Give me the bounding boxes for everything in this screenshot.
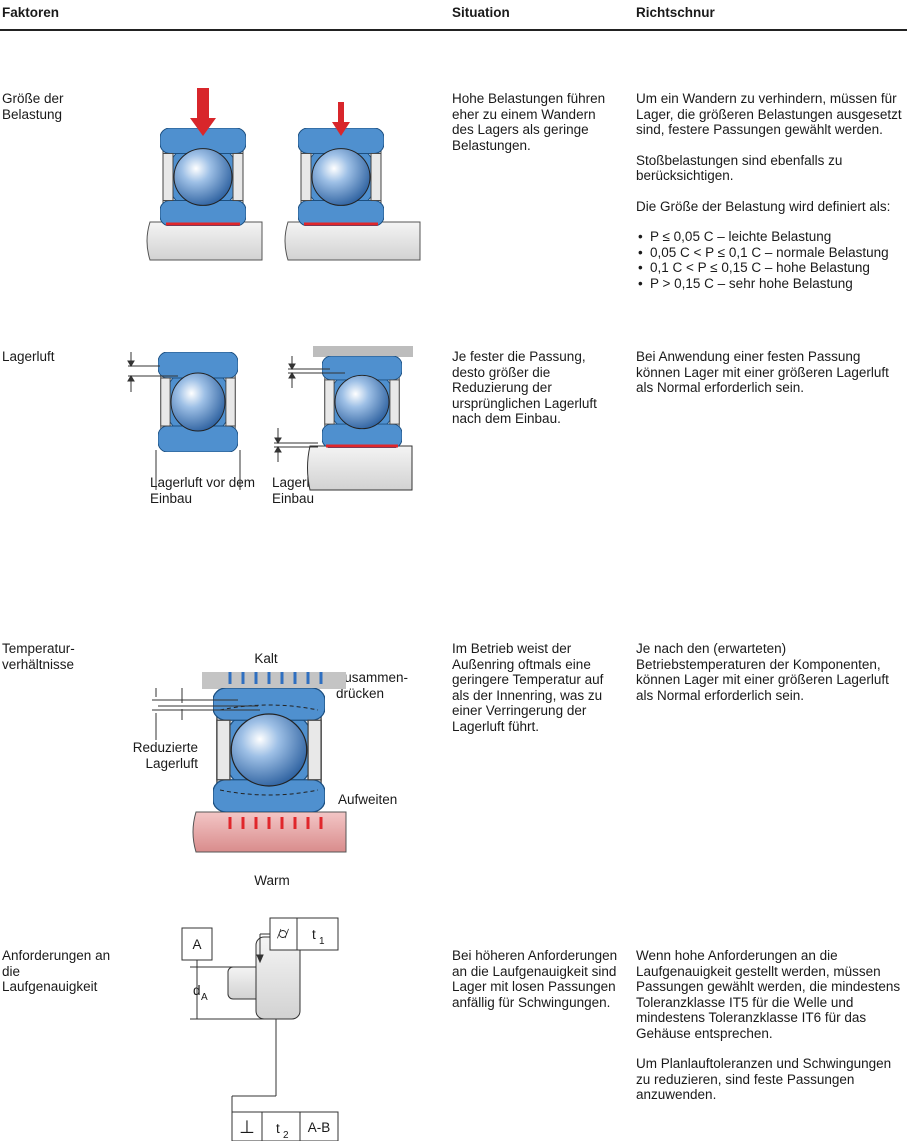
list-item: 0,1 C < P ≤ 0,15 C – hohe Belastung [638, 260, 907, 276]
label-warm: Warm [254, 873, 290, 888]
label-runout: t [312, 927, 316, 942]
guideline: Je nach den (erwarteten) Betriebstempera… [636, 641, 898, 718]
label-datum: A [192, 937, 201, 952]
guideline: Um ein Wandern zu verhindern, müssen für… [636, 91, 907, 291]
label-diameter: d [193, 983, 201, 998]
load-list: P ≤ 0,05 C – leichte Belastung 0,05 C < … [636, 229, 907, 291]
temperature-figure: Kalt Aufweiten Warm [152, 651, 397, 888]
guideline: Bei Anwendung einer festen Passung könne… [636, 349, 907, 411]
guideline: Wenn hohe Anforderungen an die Laufgenau… [636, 948, 907, 1118]
label-reduced: Reduzierte Lagerluft [132, 740, 198, 771]
label-cold: Kalt [254, 651, 278, 666]
header-guideline: Richtschnur [636, 5, 715, 20]
paragraph: Wenn hohe Anforderungen an die Laufgenau… [636, 948, 901, 1041]
header-rule [0, 29, 907, 31]
list-item: P > 0,15 C – sehr hohe Belastung [638, 276, 907, 292]
header-situation: Situation [452, 5, 510, 20]
runout-figure: A d A ⌭ t 1 ⊥ t 2 A-B [181, 917, 339, 1141]
factor: Größe der Belastung [2, 91, 64, 122]
list-item: 0,05 C < P ≤ 0,1 C – normale Belastung [638, 245, 907, 261]
header-factors: Faktoren [2, 5, 60, 20]
list-item: P ≤ 0,05 C – leichte Belastung [638, 229, 907, 245]
situation: Je fester die Passung, desto größer die … [452, 349, 597, 426]
situation: Bei höheren Anforderungen an die Laufgen… [452, 948, 618, 1010]
label-perp-sub: 2 [283, 1130, 289, 1141]
paragraph: Um ein Wandern zu verhindern, müssen für… [636, 91, 902, 137]
situation: Im Betrieb weist der Außenring oftmals e… [452, 641, 604, 734]
factor: Temperatur-verhältnisse [2, 641, 75, 672]
paragraph: Je nach den (erwarteten) Betriebstempera… [636, 641, 889, 703]
clearance-figure [127, 346, 413, 491]
label-expand: Aufweiten [338, 792, 397, 807]
paragraph: Stoßbelastungen sind ebenfalls zu berück… [636, 152, 843, 184]
label-diameter-sub: A [201, 992, 208, 1003]
symbol-perpendicularity: ⊥ [239, 1117, 255, 1137]
factor: Lagerluft [2, 349, 55, 364]
paragraph: Bei Anwendung einer festen Passung könne… [636, 349, 889, 395]
paragraph: Um Planlauftoleranzen und Schwingungen z… [636, 1056, 892, 1102]
load-figure [146, 88, 421, 261]
label-reference: A-B [308, 1120, 331, 1135]
label-runout-sub: 1 [319, 936, 325, 947]
factor: Anforderungen an die Laufgenauigkeit [2, 948, 111, 994]
situation: Hohe Belastungen führen eher zu einem Wa… [452, 91, 606, 153]
paragraph: Die Größe der Belastung wird definiert a… [636, 198, 891, 214]
label-perp: t [276, 1121, 280, 1136]
label-compress: Zusammen-drücken [336, 670, 409, 701]
symbol-cylindricity: ⌭ [277, 924, 290, 943]
caption: Lagerluft vor dem Einbau [150, 475, 256, 506]
